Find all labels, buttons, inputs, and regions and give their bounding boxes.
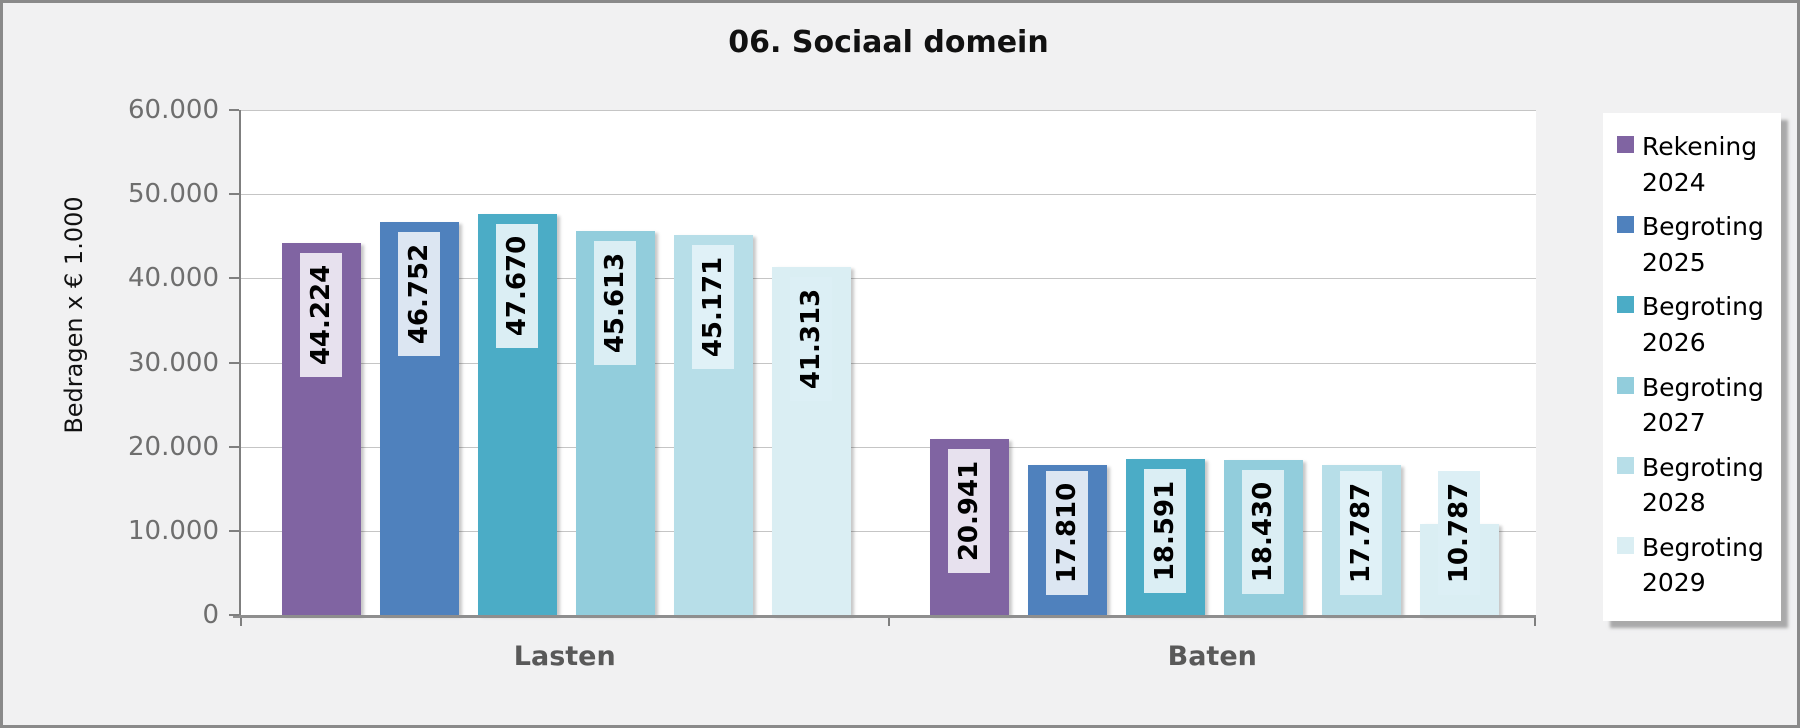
bar-baten-2: 17.810 (1027, 465, 1107, 615)
legend-item: Begroting 2027 (1617, 370, 1781, 441)
y-axis-tick (229, 361, 239, 364)
y-axis-line (239, 110, 241, 618)
legend-item: Begroting 2026 (1617, 289, 1781, 360)
y-tick-label: 50.000 (128, 179, 219, 210)
y-tick-label: 20.000 (128, 431, 219, 462)
bar-value-label: 44.224 (300, 253, 342, 377)
legend-swatch-icon (1617, 136, 1634, 153)
bar-lasten-2: 46.752 (380, 222, 459, 615)
bar-value-text: 18.430 (1247, 481, 1278, 583)
y-tick-label: 60.000 (128, 95, 219, 125)
legend-label: Begroting 2026 (1642, 292, 1764, 357)
bar-value-text: 17.787 (1345, 482, 1376, 584)
legend-label: Begroting 2028 (1642, 452, 1764, 518)
bar-value-text: 10.787 (1443, 482, 1474, 584)
bar-value-text: 17.810 (1051, 482, 1082, 584)
gridline (241, 278, 1536, 280)
legend-label: Begroting 2029 (1642, 532, 1764, 598)
category-label-lasten: Lasten (513, 641, 616, 672)
y-axis-tick (229, 529, 239, 532)
gridline (241, 194, 1536, 196)
bar-value-text: 45.613 (600, 252, 630, 354)
legend-label: Begroting 2025 (1642, 212, 1764, 277)
bar-value-label: 20.941 (947, 449, 990, 573)
bar-baten-6: 10.787 (1419, 471, 1499, 615)
bar-baten-4: 18.430 (1223, 460, 1303, 615)
bar-value-label: 45.613 (594, 241, 636, 365)
bar-lasten-5: 45.171 (674, 235, 753, 615)
legend: Rekening 2024 Begroting 2025 Begroting 202… (1603, 113, 1781, 621)
legend-label: Rekening 2024 (1642, 132, 1758, 197)
bar-value-label: 47.670 (496, 224, 538, 348)
bar-lasten-4: 45.613 (576, 231, 655, 615)
bar-baten-3: 18.591 (1125, 459, 1205, 615)
legend-item: Begroting 2025 (1617, 209, 1781, 280)
x-axis-tick (887, 618, 890, 626)
bar-value-label: 18.591 (1143, 469, 1186, 593)
bar-value-label: 46.752 (398, 232, 440, 356)
gridline (241, 530, 1536, 532)
y-axis-title: Bedragen x € 1.000 (60, 196, 88, 434)
bar-lasten-6: 41.313 (772, 267, 851, 615)
bar-value-text: 18.591 (1149, 480, 1180, 582)
gridline (241, 446, 1536, 448)
category-label-baten: Baten (1167, 641, 1257, 672)
x-axis-line (233, 615, 1536, 618)
bar-value-label: 45.171 (692, 245, 734, 369)
bar-value-text: 46.752 (404, 243, 434, 345)
bar-value-text: 44.224 (306, 264, 336, 366)
legend-item: Begroting 2029 (1617, 530, 1781, 601)
bar-baten-1: 20.941 (929, 439, 1009, 615)
y-axis-tick (229, 614, 239, 616)
y-tick-label: 30.000 (128, 347, 219, 378)
legend-item: Rekening 2024 (1617, 129, 1781, 200)
bar-value-text: 47.670 (502, 235, 532, 337)
bar-baten-5: 17.787 (1321, 465, 1401, 615)
bar-value-text: 20.941 (953, 460, 984, 562)
x-axis-tick (1534, 618, 1536, 626)
bar-value-label: 41.313 (790, 277, 832, 401)
bar-value-text: 45.171 (698, 256, 728, 358)
bar-value-label: 17.810 (1045, 471, 1088, 595)
bar-value-text: 41.313 (796, 288, 826, 390)
bar-value-label: 17.787 (1339, 471, 1382, 595)
legend-swatch-icon (1617, 456, 1634, 474)
legend-item: Begroting 2028 (1617, 450, 1781, 521)
bar-lasten-3: 47.670 (478, 214, 557, 615)
y-tick-label: 10.000 (128, 515, 219, 546)
bar-value-label: 18.430 (1241, 470, 1284, 594)
y-tick-label: 40.000 (128, 263, 219, 294)
legend-label: Begroting 2027 (1642, 372, 1764, 438)
y-axis-tick (229, 109, 239, 111)
y-axis-tick (229, 193, 239, 196)
y-tick-label: 0 (202, 600, 219, 630)
y-axis-tick (229, 277, 239, 280)
gridline (241, 362, 1536, 364)
legend-swatch-icon (1617, 216, 1634, 234)
legend-swatch-icon (1617, 376, 1634, 394)
bar-value-label: 10.787 (1437, 471, 1480, 595)
legend-swatch-icon (1617, 296, 1634, 314)
chart-title: 06. Sociaal domein (728, 25, 1049, 60)
bar-lasten-1: 44.224 (282, 243, 361, 615)
gridline (241, 110, 1536, 111)
legend-swatch-icon (1617, 536, 1634, 554)
x-axis-tick (240, 618, 242, 626)
y-axis-tick (229, 445, 239, 448)
